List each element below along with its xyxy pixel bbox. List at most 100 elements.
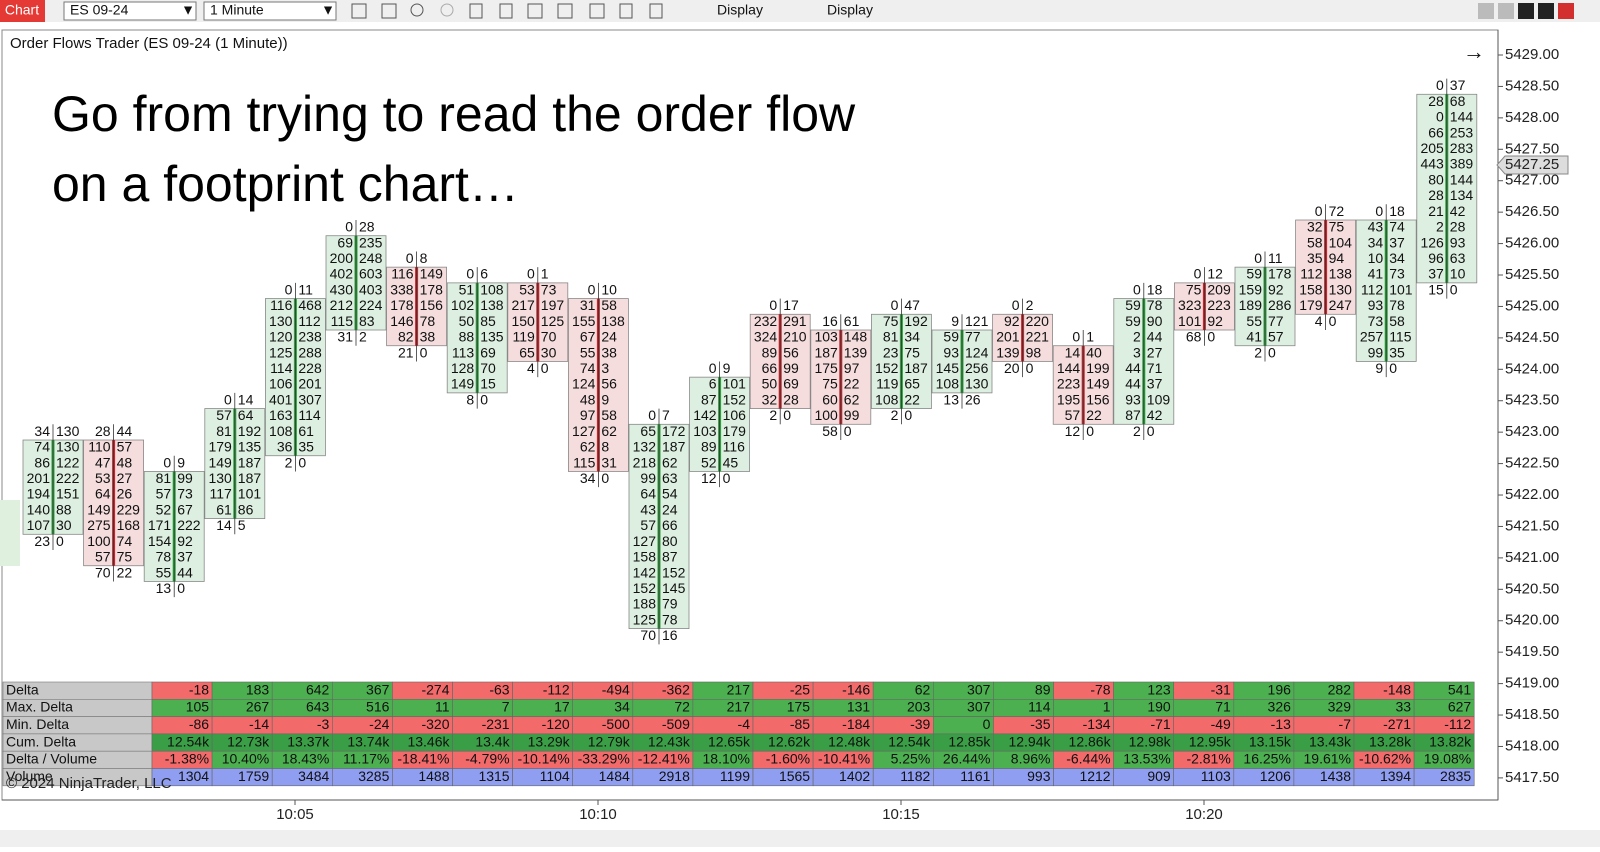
bid-volume: 97 — [580, 407, 596, 423]
ask-volume: 144 — [1450, 171, 1474, 187]
menu-item[interactable]: Display — [717, 2, 763, 18]
price-label: 5428.00 — [1505, 109, 1559, 126]
ask-volume: 73 — [541, 281, 557, 297]
bid-volume: 0 — [588, 281, 596, 297]
ask-volume: 224 — [359, 297, 383, 313]
chart-panel — [1, 29, 1499, 801]
price-label: 5424.50 — [1505, 329, 1559, 346]
stats-value: 1103 — [1201, 768, 1231, 784]
ask-volume: 58 — [601, 407, 617, 423]
bid-volume: 154 — [148, 533, 172, 549]
stats-value: 993 — [1027, 768, 1051, 784]
ask-volume: 37 — [1389, 234, 1405, 250]
stats-value: 13.74k — [347, 733, 390, 749]
icon[interactable] — [351, 3, 367, 19]
bid-volume: 92 — [1004, 313, 1020, 329]
icon[interactable] — [499, 3, 513, 19]
icon[interactable] — [649, 3, 663, 19]
ask-volume: 70 — [480, 360, 496, 376]
bid-volume: 34 — [580, 470, 596, 486]
ask-volume: 0 — [1450, 281, 1458, 297]
ask-volume: 87 — [662, 549, 678, 565]
toolbar-icons[interactable] — [351, 3, 663, 19]
price-label: 5418.00 — [1505, 737, 1559, 754]
stats-cell — [1413, 768, 1475, 787]
bid-volume: 189 — [1239, 297, 1263, 313]
ask-volume: 44 — [1147, 329, 1163, 345]
ask-volume: 61 — [844, 313, 860, 329]
ask-volume: 209 — [1207, 281, 1231, 297]
icon[interactable] — [557, 3, 573, 19]
icon[interactable] — [381, 3, 397, 19]
stats-value: -148 — [1383, 681, 1411, 697]
stats-value: 326 — [1268, 699, 1292, 715]
icon[interactable] — [527, 3, 543, 19]
stats-value: 13.46k — [407, 733, 450, 749]
menu-item[interactable]: Display — [827, 2, 873, 18]
bid-volume: 0 — [891, 297, 899, 313]
bid-volume: 16 — [822, 313, 838, 329]
icon[interactable] — [589, 3, 605, 19]
ask-volume: 122 — [56, 454, 80, 470]
interval-select[interactable] — [203, 1, 337, 21]
ask-volume: 221 — [1026, 329, 1050, 345]
icon[interactable] — [469, 3, 483, 19]
stats-value: -4 — [738, 716, 751, 732]
ask-volume: 179 — [723, 423, 747, 439]
stats-value: 1488 — [418, 768, 449, 784]
bid-volume: 41 — [1246, 329, 1262, 345]
stats-value: -31 — [1211, 681, 1231, 697]
stats-value: 516 — [366, 699, 390, 715]
bid-volume: 179 — [208, 439, 232, 455]
bid-volume: 115 — [331, 313, 354, 329]
ask-volume: 22 — [117, 564, 133, 580]
bid-volume: 32 — [1307, 219, 1323, 235]
stats-value: 1161 — [960, 768, 990, 784]
bid-volume: 338 — [390, 281, 414, 297]
ask-volume: 35 — [298, 439, 314, 455]
stats-value: -39 — [910, 716, 930, 732]
icon[interactable] — [619, 3, 633, 19]
bid-volume: 232 — [754, 313, 778, 329]
scroll-arrow[interactable]: → — [1463, 39, 1485, 64]
window-button[interactable] — [1478, 3, 1494, 19]
bid-volume: 82 — [398, 329, 414, 345]
ask-volume: 24 — [662, 501, 678, 517]
stats-value: 18.10% — [703, 751, 750, 767]
close-button[interactable] — [1558, 3, 1574, 19]
bid-volume: 48 — [580, 391, 596, 407]
ask-volume: 124 — [965, 344, 989, 360]
stats-value: 13.82k — [1429, 733, 1472, 749]
ask-volume: 69 — [480, 344, 496, 360]
stats-value: 12.62k — [768, 733, 811, 749]
ask-volume: 58 — [601, 297, 617, 313]
ask-volume: 77 — [965, 329, 981, 345]
chart-button[interactable] — [0, 0, 45, 22]
ask-volume: 2 — [359, 329, 367, 345]
stats-value: 203 — [907, 699, 931, 715]
ask-volume: 248 — [359, 250, 383, 266]
ask-volume: 67 — [177, 501, 193, 517]
bid-volume: 28 — [1428, 93, 1444, 109]
stats-value: 1 — [1103, 699, 1111, 715]
window-button[interactable] — [1538, 3, 1554, 19]
stats-value: 642 — [306, 681, 330, 697]
stats-value: 13.43k — [1309, 733, 1352, 749]
stats-value: 0 — [983, 716, 991, 732]
price-label: 5426.50 — [1505, 203, 1559, 220]
icon[interactable] — [410, 3, 424, 17]
icon[interactable] — [440, 3, 454, 17]
bid-volume: 101 — [1178, 313, 1202, 329]
ask-volume: 75 — [1329, 219, 1345, 235]
ask-volume: 0 — [541, 360, 549, 376]
bid-volume: 142 — [693, 407, 717, 423]
instrument-select[interactable] — [63, 1, 197, 21]
stats-value: 12.98k — [1129, 733, 1172, 749]
bid-volume: 52 — [156, 501, 172, 517]
window-button[interactable] — [1498, 3, 1514, 19]
bid-volume: 44 — [1125, 376, 1141, 392]
window-button[interactable] — [1518, 3, 1534, 19]
bid-volume: 0 — [345, 219, 353, 235]
bid-volume: 0 — [406, 250, 414, 266]
stats-value: -2.81% — [1186, 751, 1230, 767]
